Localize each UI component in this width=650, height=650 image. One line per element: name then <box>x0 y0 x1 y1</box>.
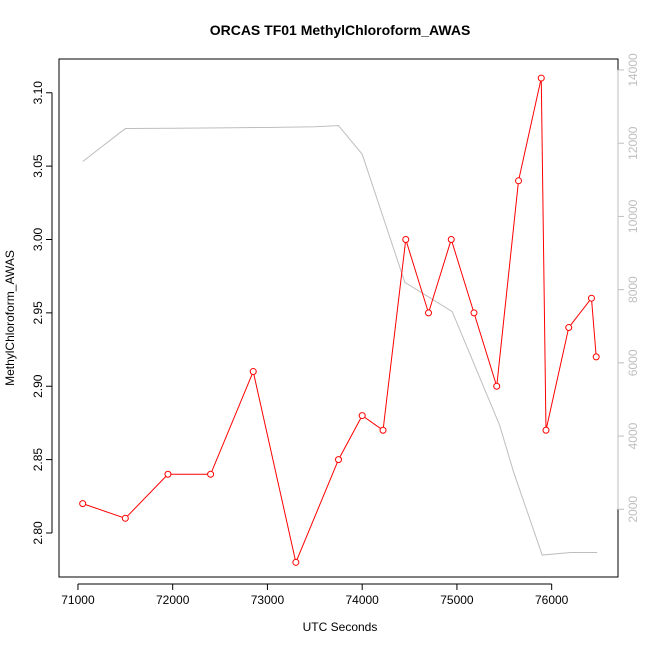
y2-tick-label: 8000 <box>626 276 640 303</box>
y-tick-label: 3.10 <box>31 81 45 105</box>
data-point <box>537 74 545 82</box>
y-tick-label: 2.95 <box>31 301 45 325</box>
data-point <box>587 294 595 302</box>
series-right-line <box>82 125 598 556</box>
data-point <box>164 470 172 478</box>
y-tick-label: 2.90 <box>31 374 45 398</box>
data-point <box>425 309 433 317</box>
y-tick-label: 3.05 <box>31 154 45 178</box>
data-point <box>358 412 366 420</box>
series-left-line <box>82 77 597 564</box>
x-tick-label: 76000 <box>535 593 569 607</box>
y2-tick-label: 10000 <box>626 199 640 233</box>
y-tick-label: 2.80 <box>31 521 45 545</box>
x-tick-label: 71000 <box>61 593 95 607</box>
data-point <box>542 426 550 434</box>
data-point <box>447 235 455 243</box>
y2-tick-label: 12000 <box>626 126 640 160</box>
data-point <box>79 500 87 508</box>
y2-tick-label: 2000 <box>626 496 640 523</box>
data-point <box>470 309 478 317</box>
plot-layer: 71000 72000 73000 74000 75000 76000 2.80 2.85 2.… <box>31 53 640 607</box>
data-point <box>493 382 501 390</box>
y2-tick-label: 14000 <box>626 53 640 87</box>
x-axis-label: UTC Seconds <box>303 620 378 634</box>
x-tick-label: 75000 <box>440 593 474 607</box>
data-point <box>207 470 215 478</box>
y-axis-label: MethylChloroform_AWAS <box>3 250 17 386</box>
data-point <box>335 456 342 464</box>
x-tick-label: 73000 <box>251 593 285 607</box>
chart-title: ORCAS TF01 MethylChloroform_AWAS <box>210 22 471 38</box>
y-tick-label: 2.85 <box>31 448 45 472</box>
data-point <box>121 514 129 522</box>
x-tick-label: 74000 <box>345 593 379 607</box>
y2-tick-label: 6000 <box>626 349 640 376</box>
data-point <box>292 558 300 566</box>
data-point <box>565 324 573 332</box>
data-point <box>379 426 387 434</box>
data-point <box>402 235 410 243</box>
data-point <box>515 177 523 185</box>
x-tick-label: 72000 <box>156 593 190 607</box>
data-point <box>592 353 600 361</box>
data-point <box>249 368 257 376</box>
y2-tick-label: 4000 <box>626 422 640 449</box>
y-tick-label: 3.00 <box>31 227 45 251</box>
